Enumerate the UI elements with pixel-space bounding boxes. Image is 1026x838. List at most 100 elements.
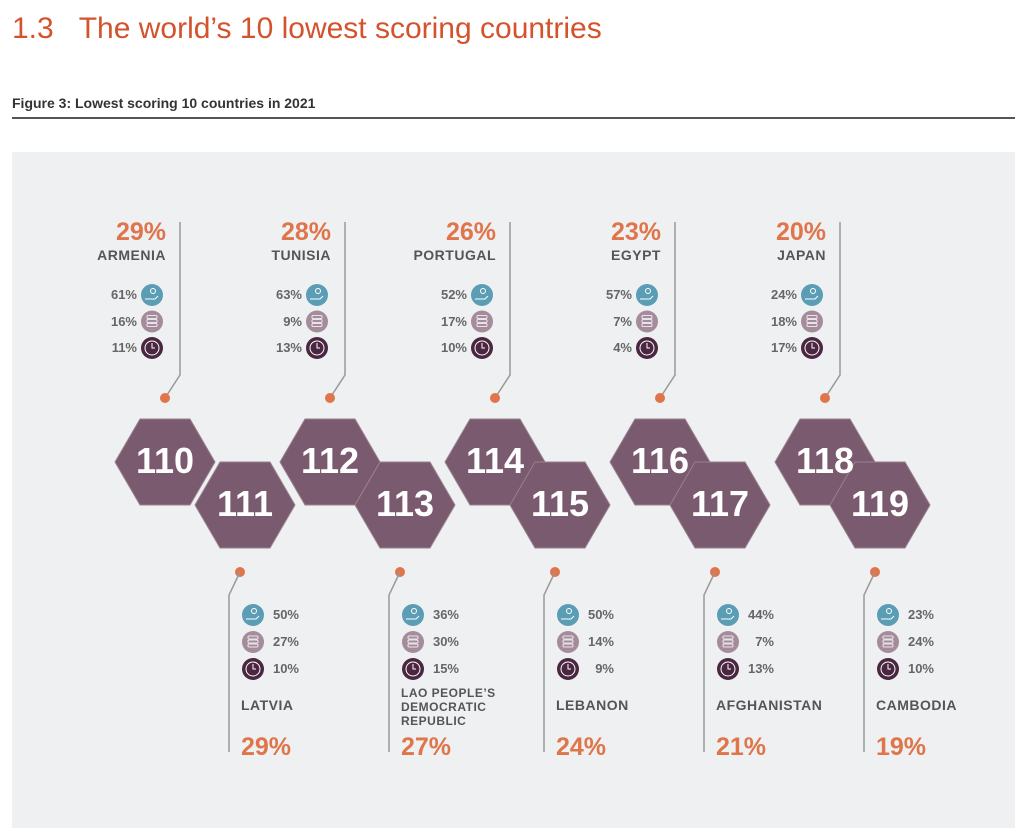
stat-value: 10% — [907, 661, 934, 676]
stat-value: 4% — [613, 340, 632, 355]
country-name: EGYPT — [611, 247, 661, 263]
hand — [640, 295, 654, 300]
country-name: TUNISIA — [271, 247, 331, 263]
leader-line — [329, 222, 346, 399]
stat-value: 9% — [595, 661, 614, 676]
coin — [311, 315, 323, 319]
stat-value: 27% — [272, 634, 299, 649]
figure-caption: Figure 3: Lowest scoring 10 countries in… — [12, 95, 316, 111]
country-name: LEBANON — [556, 697, 629, 713]
hand — [721, 615, 735, 620]
coins-icon — [306, 310, 328, 333]
leader-line — [543, 571, 556, 752]
rank-number: 113 — [375, 483, 435, 524]
stat-value: 11% — [111, 340, 137, 355]
person-head — [886, 608, 892, 614]
stat-value: 15% — [432, 661, 459, 676]
coins-icon — [471, 310, 493, 333]
coin — [806, 319, 818, 323]
coin — [562, 639, 574, 644]
person-hand-icon — [402, 604, 424, 626]
clock-hands — [646, 343, 650, 349]
clock-hands — [316, 343, 320, 349]
stat-value: 16% — [110, 313, 137, 329]
coins-icon — [801, 310, 823, 333]
marker-dot — [160, 393, 170, 403]
clock-hands — [811, 343, 815, 349]
country-name: CAMBODIA — [876, 697, 957, 713]
stat-value: 24% — [770, 287, 797, 302]
person-head — [150, 288, 156, 294]
stat-value: 10% — [440, 340, 467, 355]
hexagon — [669, 461, 771, 549]
stat-value: 17% — [440, 313, 467, 329]
person-head — [480, 288, 486, 294]
coin — [311, 323, 323, 327]
rank-number: 115 — [530, 483, 590, 524]
clock-hands — [727, 664, 731, 670]
hexagon — [194, 461, 296, 549]
coin — [476, 323, 488, 327]
person-hand-icon — [877, 604, 899, 626]
leader-line — [824, 222, 841, 399]
person-hand-icon — [636, 284, 658, 306]
coins-icon — [557, 631, 579, 653]
person-head — [726, 608, 732, 614]
hand — [561, 615, 575, 620]
coin — [641, 323, 653, 327]
divider — [12, 117, 1015, 119]
person-head — [566, 608, 572, 614]
coin — [476, 315, 488, 319]
hexagon — [114, 418, 216, 506]
coin — [407, 635, 419, 640]
hexagon — [354, 461, 456, 549]
stat-value: 50% — [587, 607, 614, 622]
stat-value: 44% — [747, 607, 774, 622]
rank-number: 118 — [795, 440, 855, 481]
coin — [722, 639, 734, 644]
coins-icon — [636, 310, 658, 333]
coin — [476, 319, 488, 323]
person-hand-icon — [471, 284, 493, 306]
coin — [407, 639, 419, 644]
hexagon — [509, 461, 611, 549]
rank-number: 111 — [216, 483, 274, 524]
coin — [722, 635, 734, 640]
country-score: 29% — [115, 218, 166, 246]
leader-line — [703, 571, 716, 752]
country-score: 19% — [876, 733, 927, 761]
coins-icon — [141, 310, 163, 333]
leader-line — [494, 222, 511, 399]
person-head — [810, 288, 816, 294]
person-hand-icon — [557, 604, 579, 626]
hand — [246, 615, 260, 620]
coins-icon — [717, 631, 739, 653]
coin — [641, 319, 653, 323]
coin — [562, 635, 574, 640]
coins-icon — [402, 631, 424, 653]
clock-face — [720, 661, 736, 677]
stat-value: 17% — [770, 340, 797, 355]
coin — [146, 319, 158, 323]
clock-face — [309, 340, 325, 356]
coins-icon — [877, 631, 899, 653]
clock-face — [474, 340, 490, 356]
leader-line — [863, 571, 876, 752]
stat-value: 57% — [605, 287, 632, 302]
country-score: 21% — [716, 733, 767, 761]
hexagon — [829, 461, 931, 549]
marker-dot — [490, 393, 500, 403]
stat-value: 14% — [587, 634, 614, 649]
country-score: 20% — [775, 218, 826, 246]
clock-hands — [151, 343, 155, 349]
country-score: 23% — [610, 218, 661, 246]
person-hand-icon — [801, 284, 823, 306]
rank-number: 110 — [135, 440, 195, 481]
stat-value: 23% — [907, 607, 934, 622]
coin — [806, 315, 818, 319]
rank-number: 119 — [850, 483, 910, 524]
stat-value: 7% — [613, 313, 632, 329]
person-hand-icon — [717, 604, 739, 626]
person-head — [315, 288, 321, 294]
